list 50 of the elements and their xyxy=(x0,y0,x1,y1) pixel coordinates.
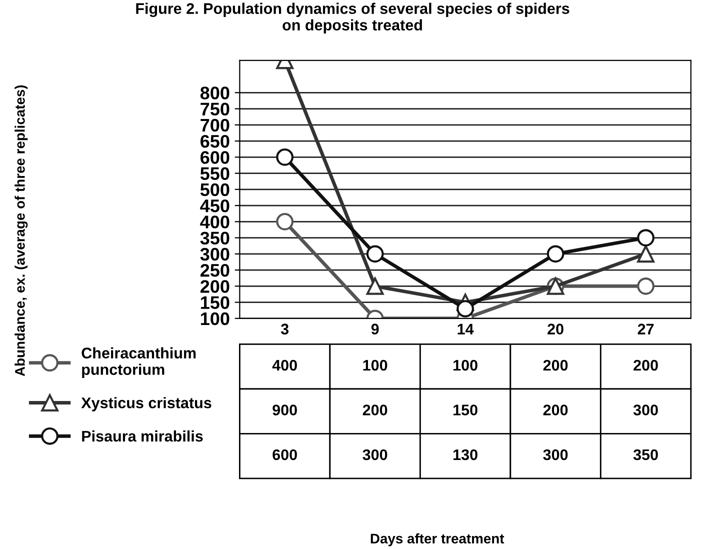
y-tick-label: 300 xyxy=(200,248,230,261)
point xyxy=(366,277,384,295)
y-tick-label: 200 xyxy=(200,280,230,293)
x-tick-label: 3 xyxy=(280,324,289,335)
y-tick-label: 550 xyxy=(200,167,230,180)
y-tick-label: 600 xyxy=(200,151,230,164)
point xyxy=(456,300,474,318)
y-tick-label: 350 xyxy=(200,232,230,245)
data-label: 200 xyxy=(543,404,568,416)
y-tick-label: 500 xyxy=(200,183,230,196)
y-tick-label: 750 xyxy=(200,102,230,116)
y-tick-label: 400 xyxy=(200,216,230,228)
data-label: 300 xyxy=(362,449,388,460)
point xyxy=(276,212,294,230)
data-label: 200 xyxy=(543,360,568,371)
y-tick-label: 100 xyxy=(200,312,230,326)
data-label: 400 xyxy=(272,360,297,371)
x-tick-label: 14 xyxy=(458,324,474,334)
y-tick-label: 150 xyxy=(200,296,230,310)
legend-label: Cheiracanthium punctorium xyxy=(82,347,196,378)
x-tick-label: 9 xyxy=(371,324,379,335)
data-label: 300 xyxy=(633,404,658,416)
text: Abundance, ex. (average of three replicates) xyxy=(14,85,28,376)
data-label: 130 xyxy=(454,449,478,460)
data-label: 150 xyxy=(454,404,478,416)
data-label: 200 xyxy=(634,360,658,371)
data-label: 350 xyxy=(633,449,658,460)
y-tick-label: 650 xyxy=(200,134,230,148)
y-tick-label: 450 xyxy=(200,199,230,212)
point xyxy=(276,148,294,166)
data-label: 300 xyxy=(543,449,568,460)
point xyxy=(546,245,564,263)
data-label: 200 xyxy=(362,404,388,416)
data-label: 100 xyxy=(454,360,478,371)
legend-label: Pisaura mirabilis xyxy=(82,430,203,442)
text: Days after treatment xyxy=(370,533,504,546)
point xyxy=(366,245,384,263)
data-label: 600 xyxy=(272,449,297,460)
point xyxy=(637,229,654,246)
chart-title: Figure 2. Population dynamics of several species of spiders on deposits treated xyxy=(136,2,570,34)
y-tick-label: 700 xyxy=(200,118,230,132)
point xyxy=(637,277,654,295)
x-tick-label: 27 xyxy=(638,324,654,334)
y-tick-label: 800 xyxy=(200,86,230,100)
y-tick-label: 250 xyxy=(200,264,230,277)
legend-label: Xysticus cristatus xyxy=(81,397,212,412)
data-label: 100 xyxy=(363,360,388,371)
point xyxy=(637,245,654,263)
data-label: 900 xyxy=(272,404,297,416)
x-tick-label: 20 xyxy=(548,324,564,335)
